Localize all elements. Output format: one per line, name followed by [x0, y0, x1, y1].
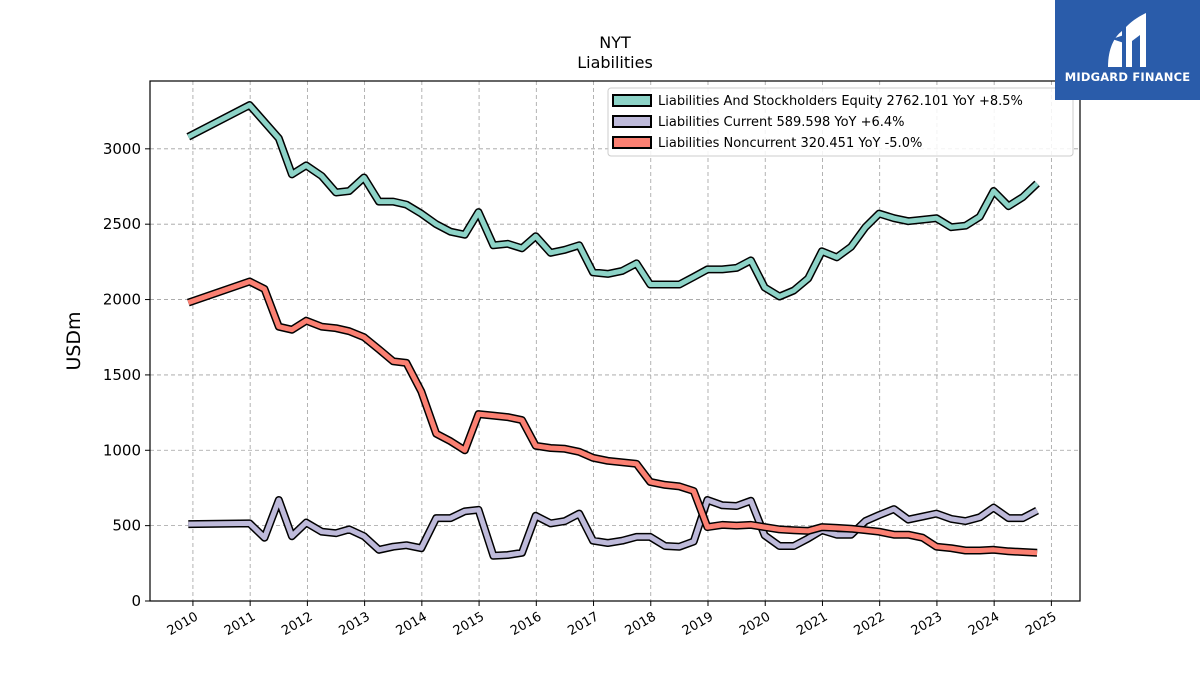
y-axis-ticks: 0 500 1000 1500 2000 2500 3000: [103, 140, 150, 610]
x-tick-label: 2024: [966, 609, 1002, 639]
x-tick-label: 2021: [794, 609, 830, 639]
legend-box: [607, 87, 1074, 157]
legend-swatch: [612, 115, 652, 128]
x-tick-label: 2019: [680, 609, 716, 639]
y-tick-label: 0: [131, 592, 141, 610]
legend: Liabilities And Stockholders Equity 2762…: [607, 87, 1074, 157]
x-tick-label: 2010: [165, 609, 201, 639]
x-tick-label: 2022: [852, 609, 888, 639]
x-tick-label: 2020: [737, 609, 773, 639]
y-tick-label: 1500: [103, 366, 141, 384]
x-tick-label: 2014: [394, 609, 430, 639]
series-line: [188, 497, 1039, 559]
legend-swatch: [612, 136, 652, 149]
legend-swatch: [612, 94, 652, 107]
x-tick-label: 2017: [565, 609, 601, 639]
series-0: [186, 101, 1040, 301]
x-tick-label: 2013: [336, 609, 372, 639]
series-1: [188, 496, 1039, 560]
y-tick-label: 2000: [103, 291, 141, 309]
plot-area-frame: [149, 80, 1081, 602]
brand-mark-icon: [1108, 13, 1146, 67]
x-tick-label: 2011: [222, 609, 258, 639]
y-tick-label: 1000: [103, 441, 141, 459]
x-tick-label: 2016: [508, 609, 544, 639]
x-tick-label: 2012: [279, 609, 315, 639]
x-axis-ticks: 2010 2011 2012 2013 2014 2015 2016 2017 2018 2019…: [165, 601, 1059, 639]
y-tick-label: 2500: [103, 215, 141, 233]
series-line: [187, 102, 1039, 299]
y-tick-label: 3000: [103, 140, 141, 158]
x-tick-label: 2018: [623, 609, 659, 639]
x-tick-label: 2023: [909, 609, 945, 639]
x-tick-label: 2015: [451, 609, 487, 639]
legend-entry: Liabilities Current 589.598 YoY +6.4%: [658, 115, 905, 130]
brand-logo: MIDGARD FINANCE: [1055, 0, 1200, 100]
series-2: [186, 277, 1038, 557]
legend-entry: Liabilities And Stockholders Equity 2762…: [658, 94, 1023, 109]
x-tick-label: 2025: [1023, 609, 1059, 639]
series-lines: [186, 101, 1040, 560]
legend-entry: Liabilities Noncurrent 320.451 YoY -5.0%: [658, 136, 922, 151]
y-tick-label: 500: [112, 517, 141, 535]
y-axis-label: USDm: [63, 311, 85, 370]
brand-name: MIDGARD FINANCE: [1064, 70, 1191, 84]
chart-subtitle: Liabilities: [577, 53, 653, 72]
chart-title: NYT: [599, 33, 631, 52]
series-line: [187, 279, 1038, 556]
